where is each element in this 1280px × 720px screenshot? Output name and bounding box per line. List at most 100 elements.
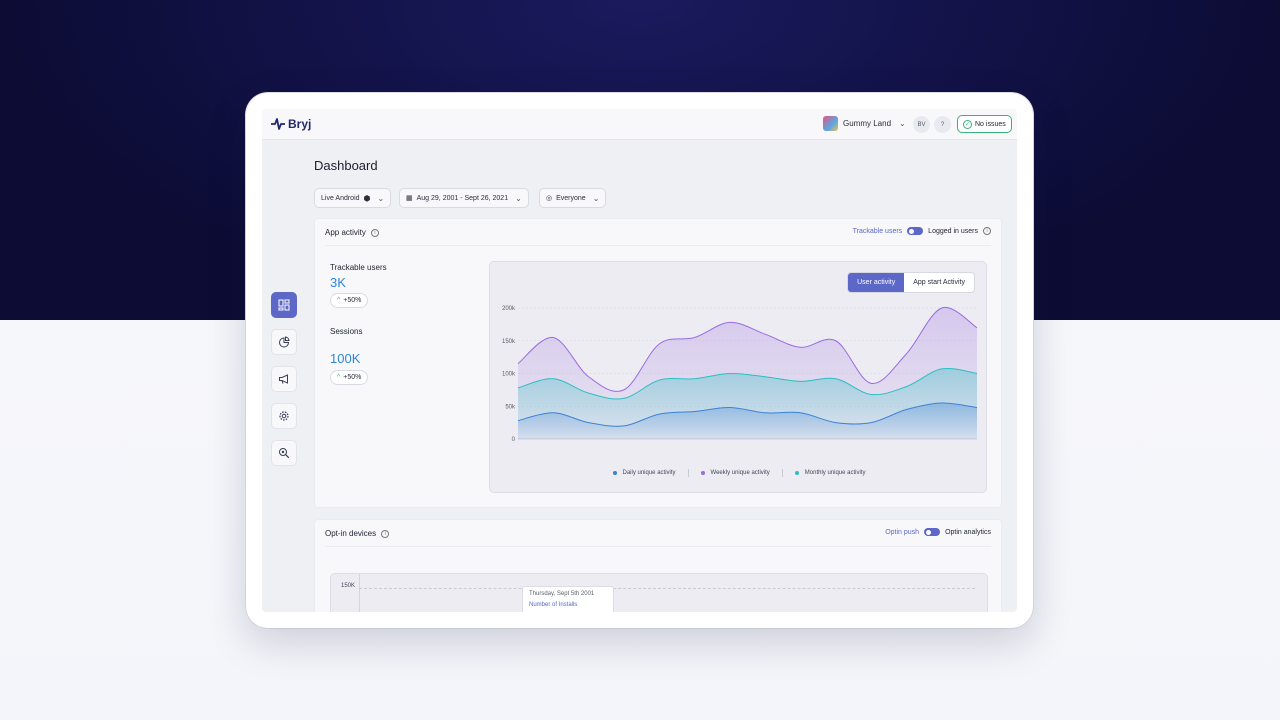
y-tick-label: 0 [512, 437, 516, 443]
platform-filter-label: Live Android [321, 194, 360, 202]
legend-dot [612, 471, 617, 475]
platform-filter[interactable]: Live Android ⬢ ⌄ [314, 188, 392, 208]
sidebar-item-segments[interactable] [271, 329, 297, 355]
chevron-down-icon: ⌄ [515, 193, 522, 203]
user-type-toggle: Trackable users Logged in users i [853, 227, 991, 235]
card-header: Opt-in devices i [325, 529, 390, 538]
legend-label: Daily unique activity [622, 470, 676, 476]
status-badge[interactable]: ✓ No issues [957, 115, 1012, 133]
logo[interactable]: Bryj [271, 117, 311, 131]
series-line[interactable] [517, 367, 978, 400]
audience-icon: ◎ [546, 195, 553, 202]
metric-value: 3K [330, 275, 346, 290]
legend-separator [781, 469, 783, 477]
toggle-right-label: Optin analytics [945, 528, 991, 536]
divider [325, 546, 991, 547]
info-icon[interactable]: i [983, 227, 991, 235]
help-button[interactable]: ? [934, 116, 951, 133]
card-title: App activity [325, 228, 366, 237]
app-name: Gummy Land [843, 119, 892, 128]
app-avatar [823, 116, 838, 131]
arrow-up-icon: ^ [337, 297, 341, 304]
sidebar-item-campaigns[interactable] [271, 366, 297, 392]
arrow-up-icon: ^ [337, 374, 341, 381]
grid-line [359, 588, 975, 589]
metric-value: 100K [330, 351, 361, 366]
sidebar-item-dashboard[interactable] [271, 292, 297, 318]
card-title: Opt-in devices [325, 529, 377, 538]
dashboard-icon [278, 299, 290, 311]
tab-user-activity[interactable]: User activity [848, 273, 905, 292]
chart-tab-group: User activity App start Activity [847, 272, 975, 293]
gear-icon [279, 411, 289, 421]
megaphone-icon [279, 374, 288, 384]
date-range-filter[interactable]: ▦ Aug 29, 2001 - Sept 26, 2021 ⌄ [399, 188, 529, 208]
pie-chart-icon [279, 336, 290, 348]
help-icon: ? [940, 121, 945, 128]
metric-label: Trackable users [330, 263, 387, 272]
logo-text: Bryj [288, 117, 312, 131]
activity-chart: 200k 150k 100k 50k 0 [502, 306, 978, 443]
series-area [518, 402, 977, 439]
series-line[interactable] [517, 306, 978, 392]
tooltip-key: Number of Installs [529, 602, 578, 608]
metric-label: Sessions [330, 327, 363, 336]
legend-label: Weekly unique activity [710, 470, 770, 476]
change-value: +50% [343, 297, 362, 304]
app-switcher[interactable]: Gummy Land ⌄ [823, 116, 906, 131]
legend-dot [700, 471, 705, 475]
user-type-switch[interactable] [907, 227, 924, 235]
audience-filter[interactable]: ◎ Everyone ⌄ [539, 188, 607, 208]
logo-mark-icon [271, 118, 285, 130]
divider [325, 245, 991, 246]
y-axis [359, 574, 360, 612]
optin-type-toggle: Optin push Optin analytics [885, 528, 991, 536]
top-bar: Bryj Gummy Land ⌄ BV ? ✓ No issues [262, 109, 1017, 140]
legend-dot [794, 471, 799, 475]
toggle-left-label: Optin push [885, 528, 920, 536]
optin-chart-panel: 150K Thursday, Sept 5th 2001 Number of I… [330, 573, 988, 612]
user-avatar-button[interactable]: BV [913, 116, 930, 133]
sidebar-item-settings[interactable] [271, 403, 297, 429]
search-icon [279, 448, 290, 459]
opt-in-devices-card: Opt-in devices i Optin push Optin analyt… [314, 519, 1002, 612]
sidebar-item-explore[interactable] [271, 440, 297, 466]
legend-separator [687, 469, 689, 477]
tooltip-date: Thursday, Sept 5th 2001 [529, 591, 595, 597]
toggle-right-label: Logged in users [928, 227, 978, 235]
info-icon[interactable]: i [381, 529, 390, 538]
legend-item[interactable]: Weekly unique activity [700, 469, 770, 477]
chevron-down-icon: ⌄ [899, 119, 906, 128]
app-activity-card: App activity i Trackable users Logged in… [314, 218, 1002, 508]
y-tick-label: 50k [505, 404, 516, 410]
calendar-icon: ▦ [406, 195, 413, 202]
y-tick-label: 100k [502, 372, 516, 378]
toggle-left-label: Trackable users [852, 227, 903, 235]
series-line[interactable] [517, 402, 978, 427]
legend-item[interactable]: Monthly unique activity [794, 469, 865, 477]
card-header: App activity i [325, 228, 379, 237]
optin-type-switch[interactable] [924, 528, 941, 536]
check-circle-icon: ✓ [963, 119, 972, 129]
audience-label: Everyone [556, 194, 586, 202]
series-area [518, 368, 977, 439]
y-tick-label: 200k [502, 306, 516, 312]
info-icon[interactable]: i [370, 228, 379, 237]
tab-app-start-activity[interactable]: App start Activity [913, 279, 965, 286]
android-icon: ⬢ [363, 193, 371, 203]
date-range-label: Aug 29, 2001 - Sept 26, 2021 [416, 194, 509, 202]
chevron-down-icon: ⌄ [377, 193, 385, 203]
legend-item[interactable]: Daily unique activity [612, 469, 676, 477]
change-value: +50% [343, 374, 362, 381]
app-screen: Bryj Gummy Land ⌄ BV ? ✓ No issues [262, 109, 1017, 612]
chart-legend: Daily unique activity Weekly unique acti… [490, 469, 988, 477]
change-badge: ^ +50% [330, 293, 369, 308]
y-tick-label: 150k [502, 339, 516, 345]
status-label: No issues [975, 120, 1006, 128]
change-badge: ^ +50% [330, 370, 369, 385]
page-title: Dashboard [314, 158, 378, 173]
activity-chart-panel: User activity App start Activity 200k 150… [489, 261, 987, 493]
chart-tooltip: Thursday, Sept 5th 2001 Number of Instal… [522, 586, 614, 612]
y-tick-label: 150K [341, 583, 356, 589]
tablet-frame: Bryj Gummy Land ⌄ BV ? ✓ No issues [246, 93, 1033, 628]
